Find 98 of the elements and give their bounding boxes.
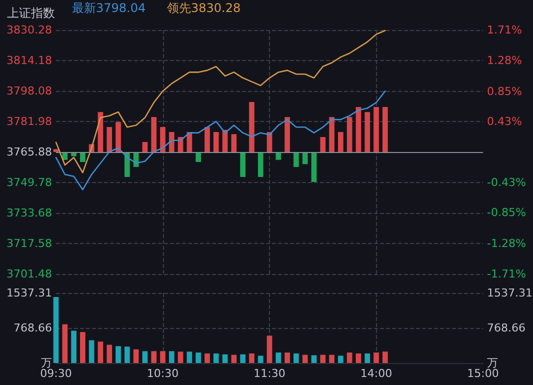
line-series — [55, 90, 386, 190]
y2-tick-label: 1537.31 — [487, 286, 532, 300]
x-tick-label: 09:30 — [40, 367, 72, 380]
bar — [302, 354, 308, 363]
bar — [311, 152, 317, 182]
bar — [240, 354, 246, 363]
bar — [168, 132, 174, 152]
bar — [178, 352, 184, 363]
bar — [302, 152, 308, 164]
y2-tick-label: -1.71% — [487, 268, 526, 280]
bar — [160, 127, 166, 152]
y2-tick-label: -0.85% — [487, 206, 526, 220]
bar — [160, 351, 166, 363]
y-tick-label: 3781.98 — [6, 115, 52, 128]
y-tick-label: 3830.28 — [6, 24, 52, 36]
bar — [53, 296, 59, 363]
bar — [186, 352, 192, 363]
y2-tick-label: 768.66 — [487, 322, 526, 334]
bar — [329, 354, 334, 363]
x-tick-label: 10:30 — [146, 367, 179, 380]
y2-tick-label: 1.71% — [487, 24, 522, 36]
bar — [338, 356, 344, 363]
bar — [311, 355, 317, 363]
y-tick-label: 3733.68 — [6, 206, 52, 220]
bar — [151, 117, 157, 152]
bar — [276, 352, 282, 363]
bar — [382, 352, 388, 363]
bar — [364, 353, 370, 363]
x-tick-label: 15:00 — [467, 367, 499, 380]
chart-title: 上证指数 — [7, 6, 55, 20]
bar — [320, 354, 326, 363]
bar — [133, 349, 139, 363]
bar — [329, 117, 334, 152]
bar — [106, 344, 112, 363]
bar — [320, 137, 326, 152]
bar — [284, 117, 290, 152]
bar — [240, 152, 246, 177]
bar — [374, 107, 379, 152]
bar — [168, 351, 174, 363]
bar — [213, 353, 219, 363]
y2-tick-label: -1.28% — [487, 236, 526, 250]
x-tick-label: 14:00 — [360, 367, 392, 380]
bar — [338, 132, 344, 152]
bar — [62, 324, 68, 363]
bar — [294, 152, 299, 167]
bar — [231, 354, 237, 363]
bar — [249, 353, 254, 363]
bar — [142, 142, 148, 152]
line-series — [55, 30, 386, 174]
bar — [124, 346, 130, 363]
bar — [213, 132, 219, 152]
bar — [71, 330, 76, 363]
y-tick-label: 3765.88 — [6, 146, 52, 158]
y-tick-label: 3749.78 — [6, 176, 52, 189]
bar — [346, 117, 352, 152]
y-tick-label: 3717.58 — [6, 237, 52, 250]
y2-tick-label: 0.85% — [487, 84, 522, 98]
bar — [204, 353, 210, 363]
y2-tick-label: -0.43% — [487, 176, 526, 190]
y2-tick-label: 0.43% — [487, 114, 522, 128]
bar — [196, 352, 201, 363]
y-tick-label: 1537.31 — [6, 286, 52, 300]
bar — [374, 352, 379, 363]
bar — [80, 332, 86, 363]
bar — [258, 356, 264, 363]
bar — [98, 342, 104, 363]
y-tick-label: 3701.48 — [6, 268, 52, 280]
text: 最新3798.04 — [72, 1, 146, 15]
bar — [284, 352, 290, 363]
bar — [196, 152, 201, 162]
bar — [294, 353, 299, 363]
y-tick-label: 3798.08 — [6, 84, 52, 98]
y-tick-label: 万 — [41, 356, 52, 370]
y-tick-label: 768.66 — [14, 322, 52, 334]
bar — [80, 152, 86, 162]
bar — [116, 346, 121, 363]
bar — [356, 107, 362, 152]
bar — [116, 122, 121, 152]
bar — [382, 107, 388, 152]
bar — [53, 149, 59, 152]
x-tick-label: 11:30 — [254, 367, 286, 380]
y-tick-label: 3814.18 — [6, 54, 52, 67]
bar — [249, 102, 254, 152]
bar — [231, 134, 237, 152]
bar — [266, 336, 272, 363]
bar — [222, 354, 228, 363]
bar — [346, 352, 352, 363]
bar — [142, 351, 148, 363]
bar — [106, 127, 112, 152]
bar — [204, 127, 210, 152]
y2-tick-label: 1.28% — [487, 54, 522, 68]
bar — [151, 351, 157, 363]
bar — [88, 340, 94, 363]
text: 领先3830.28 — [167, 1, 241, 15]
bar — [258, 152, 264, 177]
y2-tick-label: 万 — [487, 356, 498, 370]
bar — [356, 353, 362, 363]
bar — [364, 112, 370, 152]
